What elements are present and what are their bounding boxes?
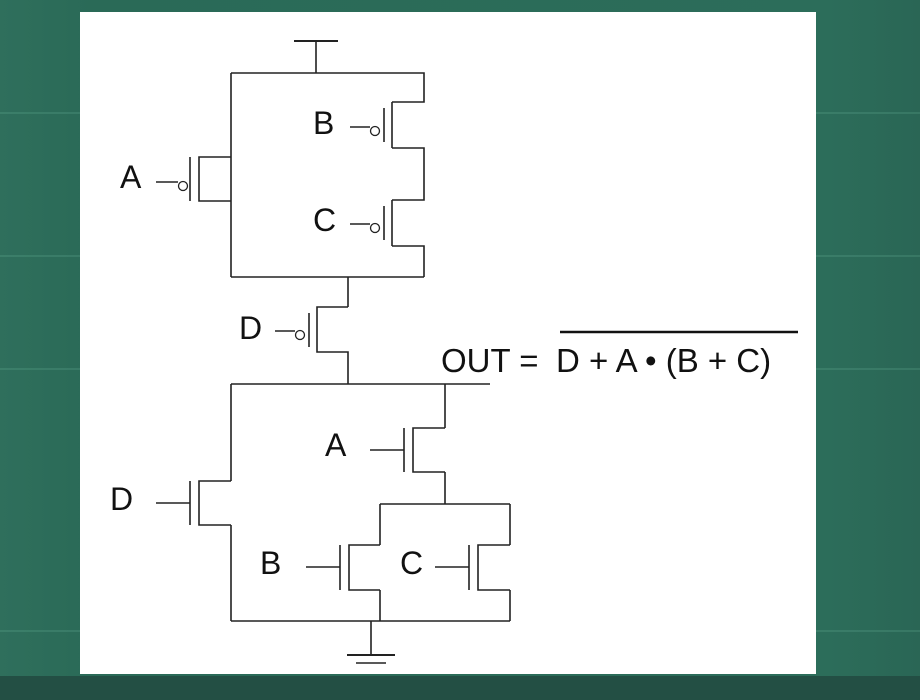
nmos-network-wires	[230, 384, 511, 655]
nmos-d-label: D	[110, 481, 133, 517]
pmos-c-label: C	[313, 202, 336, 238]
pmos-transistor-d	[275, 306, 349, 384]
equation-lhs: OUT =	[441, 342, 548, 379]
nmos-transistor-c	[435, 544, 510, 591]
slide-footer-bar	[0, 676, 920, 700]
output-equation: OUT = D + A • (B + C)	[441, 330, 798, 379]
nmos-a-label: A	[325, 427, 347, 463]
nmos-transistor-d	[156, 480, 231, 526]
nmos-transistor-b	[306, 544, 380, 591]
pmos-network-wires	[230, 72, 425, 307]
equation-rhs: D + A • (B + C)	[556, 342, 771, 379]
pmos-transistor-c	[350, 200, 393, 246]
vdd-symbol	[294, 40, 338, 73]
pmos-transistor-a	[156, 156, 231, 202]
ground-symbol	[347, 654, 395, 664]
nmos-b-label: B	[260, 545, 281, 581]
slide-canvas	[80, 12, 816, 674]
pmos-d-label: D	[239, 310, 262, 346]
nmos-c-label: C	[400, 545, 423, 581]
pmos-b-label: B	[313, 105, 334, 141]
pmos-transistor-b	[350, 102, 393, 148]
pmos-a-label: A	[120, 159, 142, 195]
nmos-transistor-a	[370, 427, 445, 473]
